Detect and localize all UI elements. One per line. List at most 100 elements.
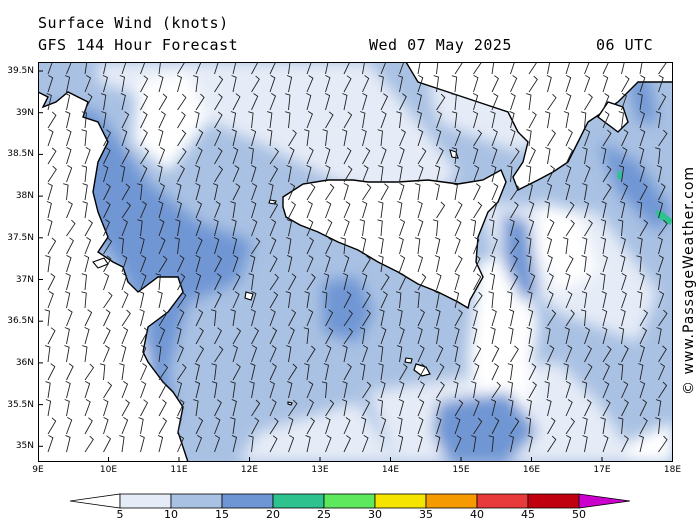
wind-barb <box>155 345 162 363</box>
wind-barb <box>249 381 255 399</box>
wind-barb <box>101 111 107 129</box>
wind-barb <box>230 201 236 219</box>
wind-barb <box>417 345 425 363</box>
colorbar-segment <box>527 493 580 509</box>
wind-barb <box>306 164 312 183</box>
wind-barb <box>174 237 180 255</box>
wind-barb <box>491 62 495 75</box>
wind-barb <box>47 129 54 147</box>
wind-barb <box>399 273 407 291</box>
wind-barb <box>639 219 649 237</box>
wind-barb <box>528 344 534 363</box>
wind-barb <box>84 399 91 417</box>
wind-barb <box>175 219 181 237</box>
wind-barb <box>44 345 51 363</box>
wind-barb <box>436 201 446 219</box>
wind-barb <box>158 93 168 111</box>
wind-barb <box>600 273 606 291</box>
wind-barb <box>340 237 346 255</box>
wind-barb <box>658 381 668 399</box>
wind-barb <box>565 399 573 417</box>
wind-barb <box>138 290 145 309</box>
wind-barb <box>157 165 163 183</box>
wind-barb <box>417 62 421 75</box>
wind-barb <box>491 345 500 363</box>
wind-barb <box>547 93 557 111</box>
wind-barb <box>490 255 496 273</box>
colorbar-segment <box>323 493 376 509</box>
wind-barb <box>103 183 111 201</box>
wind-barb <box>47 237 57 255</box>
wind-barb <box>454 219 462 237</box>
wind-barb <box>397 75 404 93</box>
wind-barb <box>288 147 295 165</box>
lon-label: 9E <box>32 465 44 475</box>
wind-barb <box>510 147 520 165</box>
wind-barb <box>528 62 538 75</box>
wind-barb <box>621 93 627 111</box>
wind-barb <box>47 327 56 345</box>
wind-barb <box>66 309 73 327</box>
wind-barb <box>194 164 201 183</box>
wind-barb <box>490 111 496 129</box>
wind-barb <box>251 327 259 345</box>
wind-barb <box>362 291 371 309</box>
wind-barb <box>157 290 163 309</box>
wind-barb <box>510 75 518 93</box>
wind-barb <box>602 363 610 381</box>
wind-barb <box>584 399 592 417</box>
wind-barb <box>66 417 73 435</box>
wind-barb <box>545 327 551 345</box>
wind-barb <box>655 147 661 165</box>
wind-barb <box>528 201 535 219</box>
wind-barb <box>454 164 460 183</box>
wind-barb <box>232 255 239 273</box>
wind-barb <box>471 381 477 399</box>
wind-barb <box>565 129 573 147</box>
wind-barb <box>565 201 575 219</box>
wind-barb <box>158 237 166 255</box>
wind-barb <box>47 111 57 129</box>
wind-barb <box>582 237 588 255</box>
wind-barb <box>343 327 354 345</box>
wind-barb <box>473 237 480 255</box>
wind-barb <box>230 417 236 435</box>
wind-barb <box>621 345 629 363</box>
wind-barb <box>639 62 643 75</box>
colorbar-high-arrow <box>578 493 630 509</box>
wind-barb <box>378 237 384 255</box>
wind-barb <box>491 93 499 111</box>
wind-barb <box>306 399 314 417</box>
wind-barb <box>584 129 591 147</box>
gozo-island <box>404 357 413 364</box>
wind-barb <box>63 183 69 201</box>
wind-barb <box>417 219 424 237</box>
wind-barb <box>510 183 520 201</box>
wind-barb <box>510 255 518 273</box>
wind-barb <box>304 291 310 309</box>
wind-barb <box>230 111 237 129</box>
wind-barb <box>103 129 112 147</box>
wind-barb <box>176 416 182 435</box>
wind-barb <box>380 273 390 291</box>
colorbar-segment <box>425 493 478 509</box>
wind-barb <box>544 111 551 129</box>
wind-barb <box>214 345 224 363</box>
wind-barb <box>342 344 348 363</box>
wind-barb <box>139 236 145 255</box>
colorbar-segment <box>374 493 427 509</box>
wind-barb <box>565 417 575 435</box>
wind-barb <box>639 344 645 363</box>
wind-barb <box>177 291 187 309</box>
wind-barb <box>510 273 519 291</box>
wind-barb <box>286 237 292 255</box>
wind-barb <box>121 327 129 345</box>
wind-barb <box>343 182 349 201</box>
wind-barb <box>177 345 184 363</box>
wind-barb <box>214 327 222 345</box>
wind-barb <box>325 399 335 417</box>
wind-barb <box>378 201 384 219</box>
wind-barb <box>362 62 365 75</box>
wind-barb <box>528 381 537 399</box>
wind-barb <box>176 326 182 345</box>
